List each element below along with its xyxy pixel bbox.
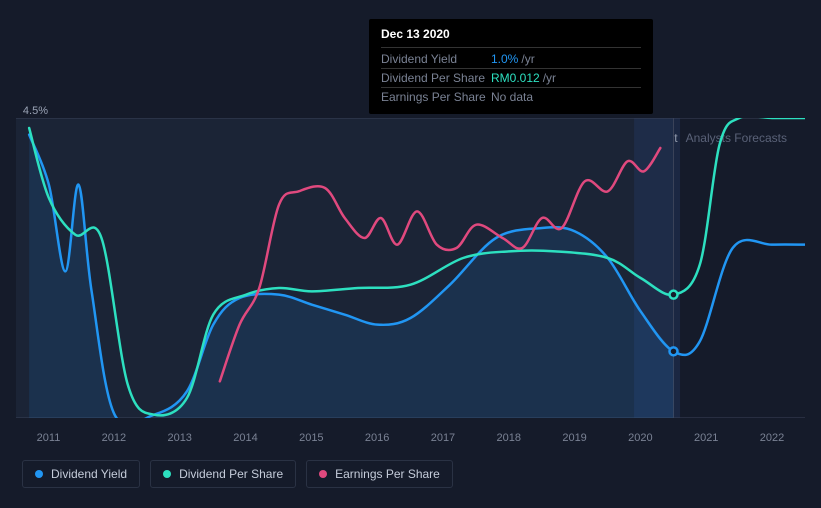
x-axis-tick-label: 2011 [37, 432, 61, 444]
chart-plot-area[interactable] [16, 118, 805, 418]
chart-tooltip: Dec 13 2020 Dividend Yield1.0%/yrDividen… [369, 19, 653, 114]
tooltip-row-label: Dividend Yield [381, 52, 491, 66]
tooltip-row: Earnings Per ShareNo data [381, 88, 641, 106]
legend-dot-icon [319, 470, 327, 478]
chart-legend: Dividend Yield Dividend Per Share Earnings… [22, 460, 453, 488]
x-axis-tick-label: 2014 [233, 432, 257, 444]
tooltip-row-unit: /yr [521, 52, 534, 66]
legend-item-dividend-per-share[interactable]: Dividend Per Share [150, 460, 296, 488]
x-axis-tick-label: 2018 [497, 432, 521, 444]
x-axis-tick-label: 2021 [694, 432, 718, 444]
tooltip-row: Dividend Per ShareRM0.012/yr [381, 69, 641, 88]
legend-label: Dividend Yield [51, 467, 127, 481]
x-axis-tick-label: 2019 [562, 432, 586, 444]
legend-label: Earnings Per Share [335, 467, 440, 481]
x-axis-tick-label: 2017 [431, 432, 455, 444]
tooltip-row-label: Dividend Per Share [381, 71, 491, 85]
tooltip-date: Dec 13 2020 [381, 27, 641, 48]
x-axis-tick-label: 2016 [365, 432, 389, 444]
x-axis-tick-label: 2015 [299, 432, 323, 444]
legend-label: Dividend Per Share [179, 467, 283, 481]
dividend_yield-marker [670, 347, 678, 355]
tooltip-row-label: Earnings Per Share [381, 90, 491, 104]
dividend-chart: Dec 13 2020 Dividend Yield1.0%/yrDividen… [0, 0, 821, 508]
legend-dot-icon [163, 470, 171, 478]
tooltip-row-value: No data [491, 90, 533, 104]
x-axis-tick-label: 2013 [167, 432, 191, 444]
x-axis-tick-label: 2012 [102, 432, 126, 444]
tooltip-row-value: 1.0% [491, 52, 518, 66]
x-axis: 2011 2012 2013 2014 2015 2016 2017 2018 2019 2020… [16, 432, 805, 444]
x-axis-tick-label: 2022 [760, 432, 784, 444]
y-axis-tick-label: 4.5% [23, 105, 48, 117]
tooltip-row-value: RM0.012 [491, 71, 540, 85]
dividend_per_share-marker [670, 291, 678, 299]
tooltip-row: Dividend Yield1.0%/yr [381, 50, 641, 69]
legend-item-earnings-per-share[interactable]: Earnings Per Share [306, 460, 453, 488]
x-axis-tick-label: 2020 [628, 432, 652, 444]
tooltip-row-unit: /yr [543, 71, 556, 85]
legend-dot-icon [35, 470, 43, 478]
legend-item-dividend-yield[interactable]: Dividend Yield [22, 460, 140, 488]
